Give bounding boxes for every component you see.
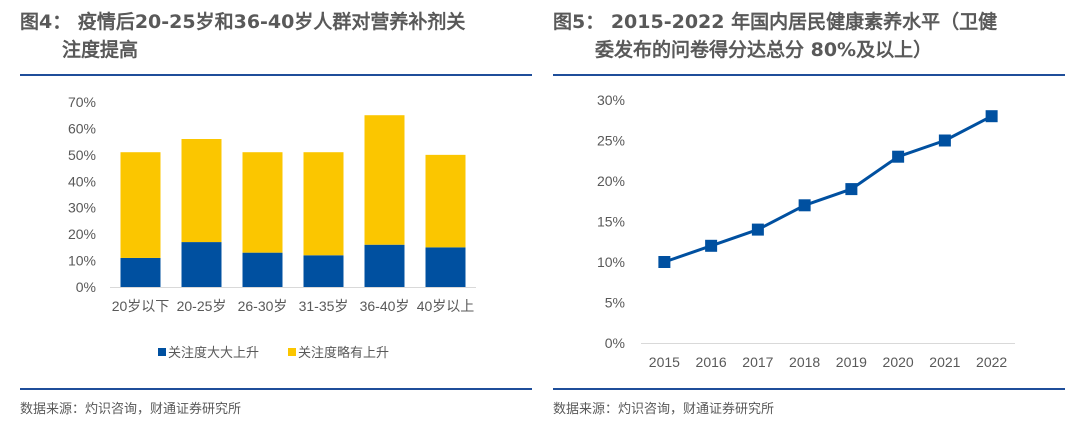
legend-swatch: [158, 348, 166, 356]
x-tick-label: 2019: [836, 354, 867, 370]
legend-swatch: [288, 348, 296, 356]
y-tick-label: 60%: [68, 120, 96, 136]
bar-slight-rise: [242, 152, 283, 253]
x-tick-label: 2020: [883, 354, 914, 370]
data-point-marker: [985, 110, 998, 123]
x-tick-label: 26-30岁: [238, 298, 288, 314]
x-tick-label: 2021: [929, 354, 960, 370]
bar-significant-rise: [303, 255, 344, 287]
x-tick-label: 20-25岁: [177, 298, 227, 314]
figure-4-source: 数据来源：灼识咨询，财通证券研究所: [20, 402, 242, 417]
bar-significant-rise: [242, 252, 283, 287]
y-tick-label: 30%: [68, 200, 96, 216]
x-tick-label: 2018: [789, 354, 820, 370]
x-tick-label: 40岁以上: [417, 298, 475, 314]
x-tick-label: 20岁以下: [112, 298, 170, 314]
bar-significant-rise: [364, 244, 405, 287]
y-tick-label: 30%: [597, 92, 625, 108]
data-point-marker: [845, 183, 858, 196]
series-line: [663, 114, 993, 264]
figure-4-bottom-rule: [20, 388, 532, 390]
bar-slight-rise: [364, 115, 405, 245]
x-tick-label: 36-40岁: [360, 298, 410, 314]
bar-significant-rise: [120, 257, 161, 287]
y-tick-label: 0%: [76, 279, 96, 295]
bar-significant-rise: [425, 247, 466, 287]
x-tick-label: 2017: [742, 354, 773, 370]
y-tick-label: 5%: [605, 295, 625, 311]
data-point-marker: [798, 199, 811, 212]
figure-5-title-line2: 委发布的问卷得分达总分 80%及以上）: [595, 39, 933, 61]
data-point-marker: [705, 239, 718, 252]
bar-slight-rise: [181, 139, 222, 243]
y-tick-label: 0%: [605, 335, 625, 351]
figure-5-top-rule: [553, 74, 1065, 76]
figure-5-bottom-rule: [553, 388, 1065, 390]
y-tick-label: 50%: [68, 147, 96, 163]
figure-4-title-line2: 注度提高: [62, 39, 139, 61]
stacked-bar-chart: 0% 10% 20% 30% 40% 50% 60% 70% 20岁以下 20-25岁 26-30岁…: [68, 94, 476, 360]
x-tick-label: 31-35岁: [299, 298, 349, 314]
bar-slight-rise: [425, 154, 466, 248]
data-point-marker: [658, 256, 671, 268]
figure-4-title: 图4： 疫情后20-25岁和36-40岁人群对营养补剂关 注度提高: [20, 8, 532, 64]
bar-significant-rise: [181, 242, 222, 287]
data-point-marker: [938, 134, 951, 147]
y-tick-label: 15%: [597, 214, 625, 230]
y-tick-label: 10%: [597, 254, 625, 270]
y-tick-label: 20%: [68, 226, 96, 242]
y-tick-label: 10%: [68, 253, 96, 269]
x-tick-label: 2022: [976, 354, 1007, 370]
bar-slight-rise: [120, 152, 161, 258]
data-point-marker: [751, 223, 764, 236]
line-chart: 0% 5% 10% 15% 20% 25% 30% 2015 2016 2017 2018 2019 2…: [597, 92, 1015, 370]
y-tick-label: 20%: [597, 173, 625, 189]
figure-4-title-line1: 图4： 疫情后20-25岁和36-40岁人群对营养补剂关: [20, 11, 466, 33]
figure-5-title-line1: 图5： 2015-2022 年国内居民健康素养水平（卫健: [553, 11, 998, 33]
y-tick-label: 70%: [68, 94, 96, 110]
legend-label: 关注度大大上升: [168, 345, 259, 360]
data-point-marker: [892, 150, 905, 163]
x-tick-label: 2016: [696, 354, 727, 370]
y-tick-label: 25%: [597, 133, 625, 149]
x-tick-label: 2015: [649, 354, 680, 370]
y-tick-label: 40%: [68, 173, 96, 189]
legend-label: 关注度略有上升: [298, 345, 389, 360]
figure-4-panel: 图4： 疫情后20-25岁和36-40岁人群对营养补剂关 注度提高 0% 10% 2…: [20, 0, 532, 432]
figure-5-panel: 图5： 2015-2022 年国内居民健康素养水平（卫健 委发布的问卷得分达总分…: [553, 0, 1065, 432]
figure-4-top-rule: [20, 74, 532, 76]
figure-5-title: 图5： 2015-2022 年国内居民健康素养水平（卫健 委发布的问卷得分达总分…: [553, 8, 1065, 64]
figure-5-source: 数据来源：灼识咨询，财通证券研究所: [553, 402, 775, 417]
bar-slight-rise: [303, 152, 344, 256]
